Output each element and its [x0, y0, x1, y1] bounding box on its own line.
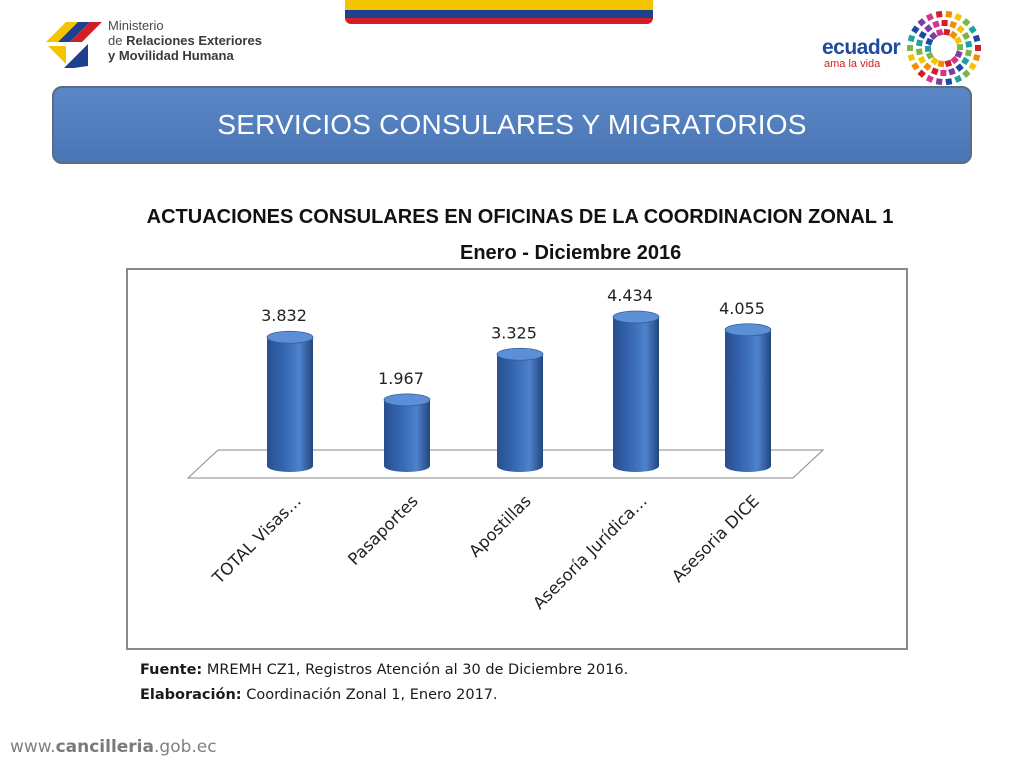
- chart-title: ACTUACIONES CONSULARES EN OFICINAS DE LA…: [146, 206, 894, 228]
- ecuador-sun-emblem-icon: [907, 10, 981, 86]
- elaboracion-text: Coordinación Zonal 1, Enero 2017.: [241, 687, 498, 703]
- data-label: 1.967: [378, 369, 424, 388]
- ministry-emblem-icon: [46, 22, 102, 68]
- ministry-logo: Ministerio de Relaciones Exteriores y Mo…: [44, 6, 284, 70]
- footer-url-prefix: www.: [10, 737, 56, 757]
- ministry-name-line1: Ministerio: [108, 18, 164, 33]
- bar-chart: 3.832 TOTAL Visas… 1.967 Pasaportes 3.325 Apo…: [186, 286, 825, 613]
- footer-website-link[interactable]: www.cancilleria.gob.ec: [10, 737, 217, 757]
- data-label: 3.325: [491, 323, 537, 342]
- source-notes: Fuente: MREMH CZ1, Registros Atención al…: [140, 658, 628, 708]
- chart-frame: 3.832 TOTAL Visas… 1.967 Pasaportes 3.325 Apo…: [126, 268, 908, 650]
- fuente-label: Fuente:: [140, 662, 203, 678]
- bar: [266, 330, 314, 472]
- brand-word: ecuador: [822, 36, 901, 59]
- chart-subtitle: Enero - Diciembre 2016: [460, 242, 682, 264]
- footer-url-suffix: .gob.ec: [154, 737, 217, 757]
- data-label: 3.832: [261, 306, 307, 325]
- bar: [724, 323, 772, 472]
- category-label: Pasaportes: [344, 491, 422, 569]
- footer-url-domain: cancilleria: [55, 737, 154, 757]
- ecuador-brand-logo: ecuador ama la vida: [820, 8, 990, 88]
- ministry-name-line3: y Movilidad Humana: [108, 48, 234, 63]
- bar: [496, 347, 544, 472]
- data-label: 4.055: [719, 299, 765, 318]
- category-label: Asesoria DICE: [668, 491, 763, 586]
- flag-stripe-decoration: [345, 0, 653, 24]
- category-label: TOTAL Visas…: [208, 491, 305, 588]
- category-label: Apostillas: [465, 491, 535, 561]
- brand-tagline: ama la vida: [824, 58, 881, 70]
- ministry-name-line2-prefix: de: [108, 33, 127, 48]
- elaboracion-label: Elaboración:: [140, 687, 242, 703]
- data-label: 4.434: [607, 286, 653, 305]
- bar: [383, 393, 431, 472]
- section-banner: SERVICIOS CONSULARES Y MIGRATORIOS: [52, 86, 972, 164]
- fuente-text: MREMH CZ1, Registros Atención al 30 de D…: [202, 662, 629, 678]
- ministry-name-line2: Relaciones Exteriores: [126, 33, 262, 48]
- bar: [612, 310, 660, 472]
- banner-title: SERVICIOS CONSULARES Y MIGRATORIOS: [217, 109, 807, 140]
- category-label: Asesoría Jurídica…: [529, 491, 651, 613]
